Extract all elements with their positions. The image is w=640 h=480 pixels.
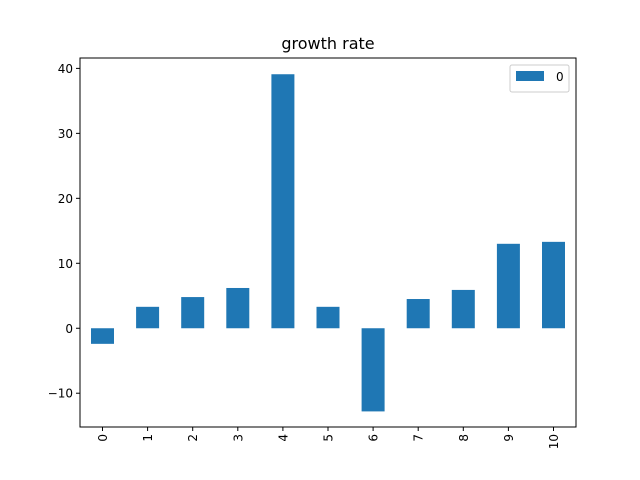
- bar-7: [406, 299, 430, 329]
- bar-5: [316, 306, 340, 329]
- y-tick-label: 0: [65, 322, 73, 336]
- plot-area-frame: [79, 57, 577, 428]
- x-axis-ticks: 0 1 2 3 4 5 6 7 8 9 10: [96, 427, 561, 449]
- y-axis-ticks: −10 0 10 20 30 40: [48, 62, 80, 401]
- bar-1: [136, 306, 160, 329]
- bar-9: [496, 243, 520, 329]
- x-tick-label: 0: [96, 434, 110, 442]
- bar-8: [451, 289, 475, 329]
- x-tick-label: 5: [322, 434, 336, 442]
- y-tick-label: 20: [58, 192, 73, 206]
- y-tick-label: 30: [58, 127, 73, 141]
- x-tick-label: 8: [457, 434, 471, 442]
- bar-10: [542, 241, 565, 329]
- bar-3: [226, 287, 250, 329]
- x-tick-label: 2: [186, 434, 200, 442]
- legend-label: 0: [556, 70, 564, 84]
- x-tick-label: 3: [231, 434, 245, 442]
- chart-title: growth rate: [281, 34, 374, 53]
- bar-4: [271, 74, 295, 329]
- y-tick-label: 40: [58, 62, 73, 76]
- bar-0: [91, 328, 114, 344]
- legend: 0: [509, 64, 570, 93]
- x-tick-label: 4: [276, 434, 290, 442]
- y-tick-label: −10: [48, 387, 73, 401]
- y-tick-label: 10: [58, 257, 73, 271]
- x-tick-label: 9: [502, 434, 516, 442]
- bar-6: [361, 328, 385, 412]
- bars-group: [91, 74, 565, 412]
- x-tick-label: 7: [412, 434, 426, 442]
- x-tick-label: 1: [141, 434, 155, 442]
- legend-swatch: [516, 71, 544, 81]
- x-tick-label: 10: [547, 434, 561, 449]
- x-tick-label: 6: [367, 434, 381, 442]
- bar-2: [181, 297, 205, 329]
